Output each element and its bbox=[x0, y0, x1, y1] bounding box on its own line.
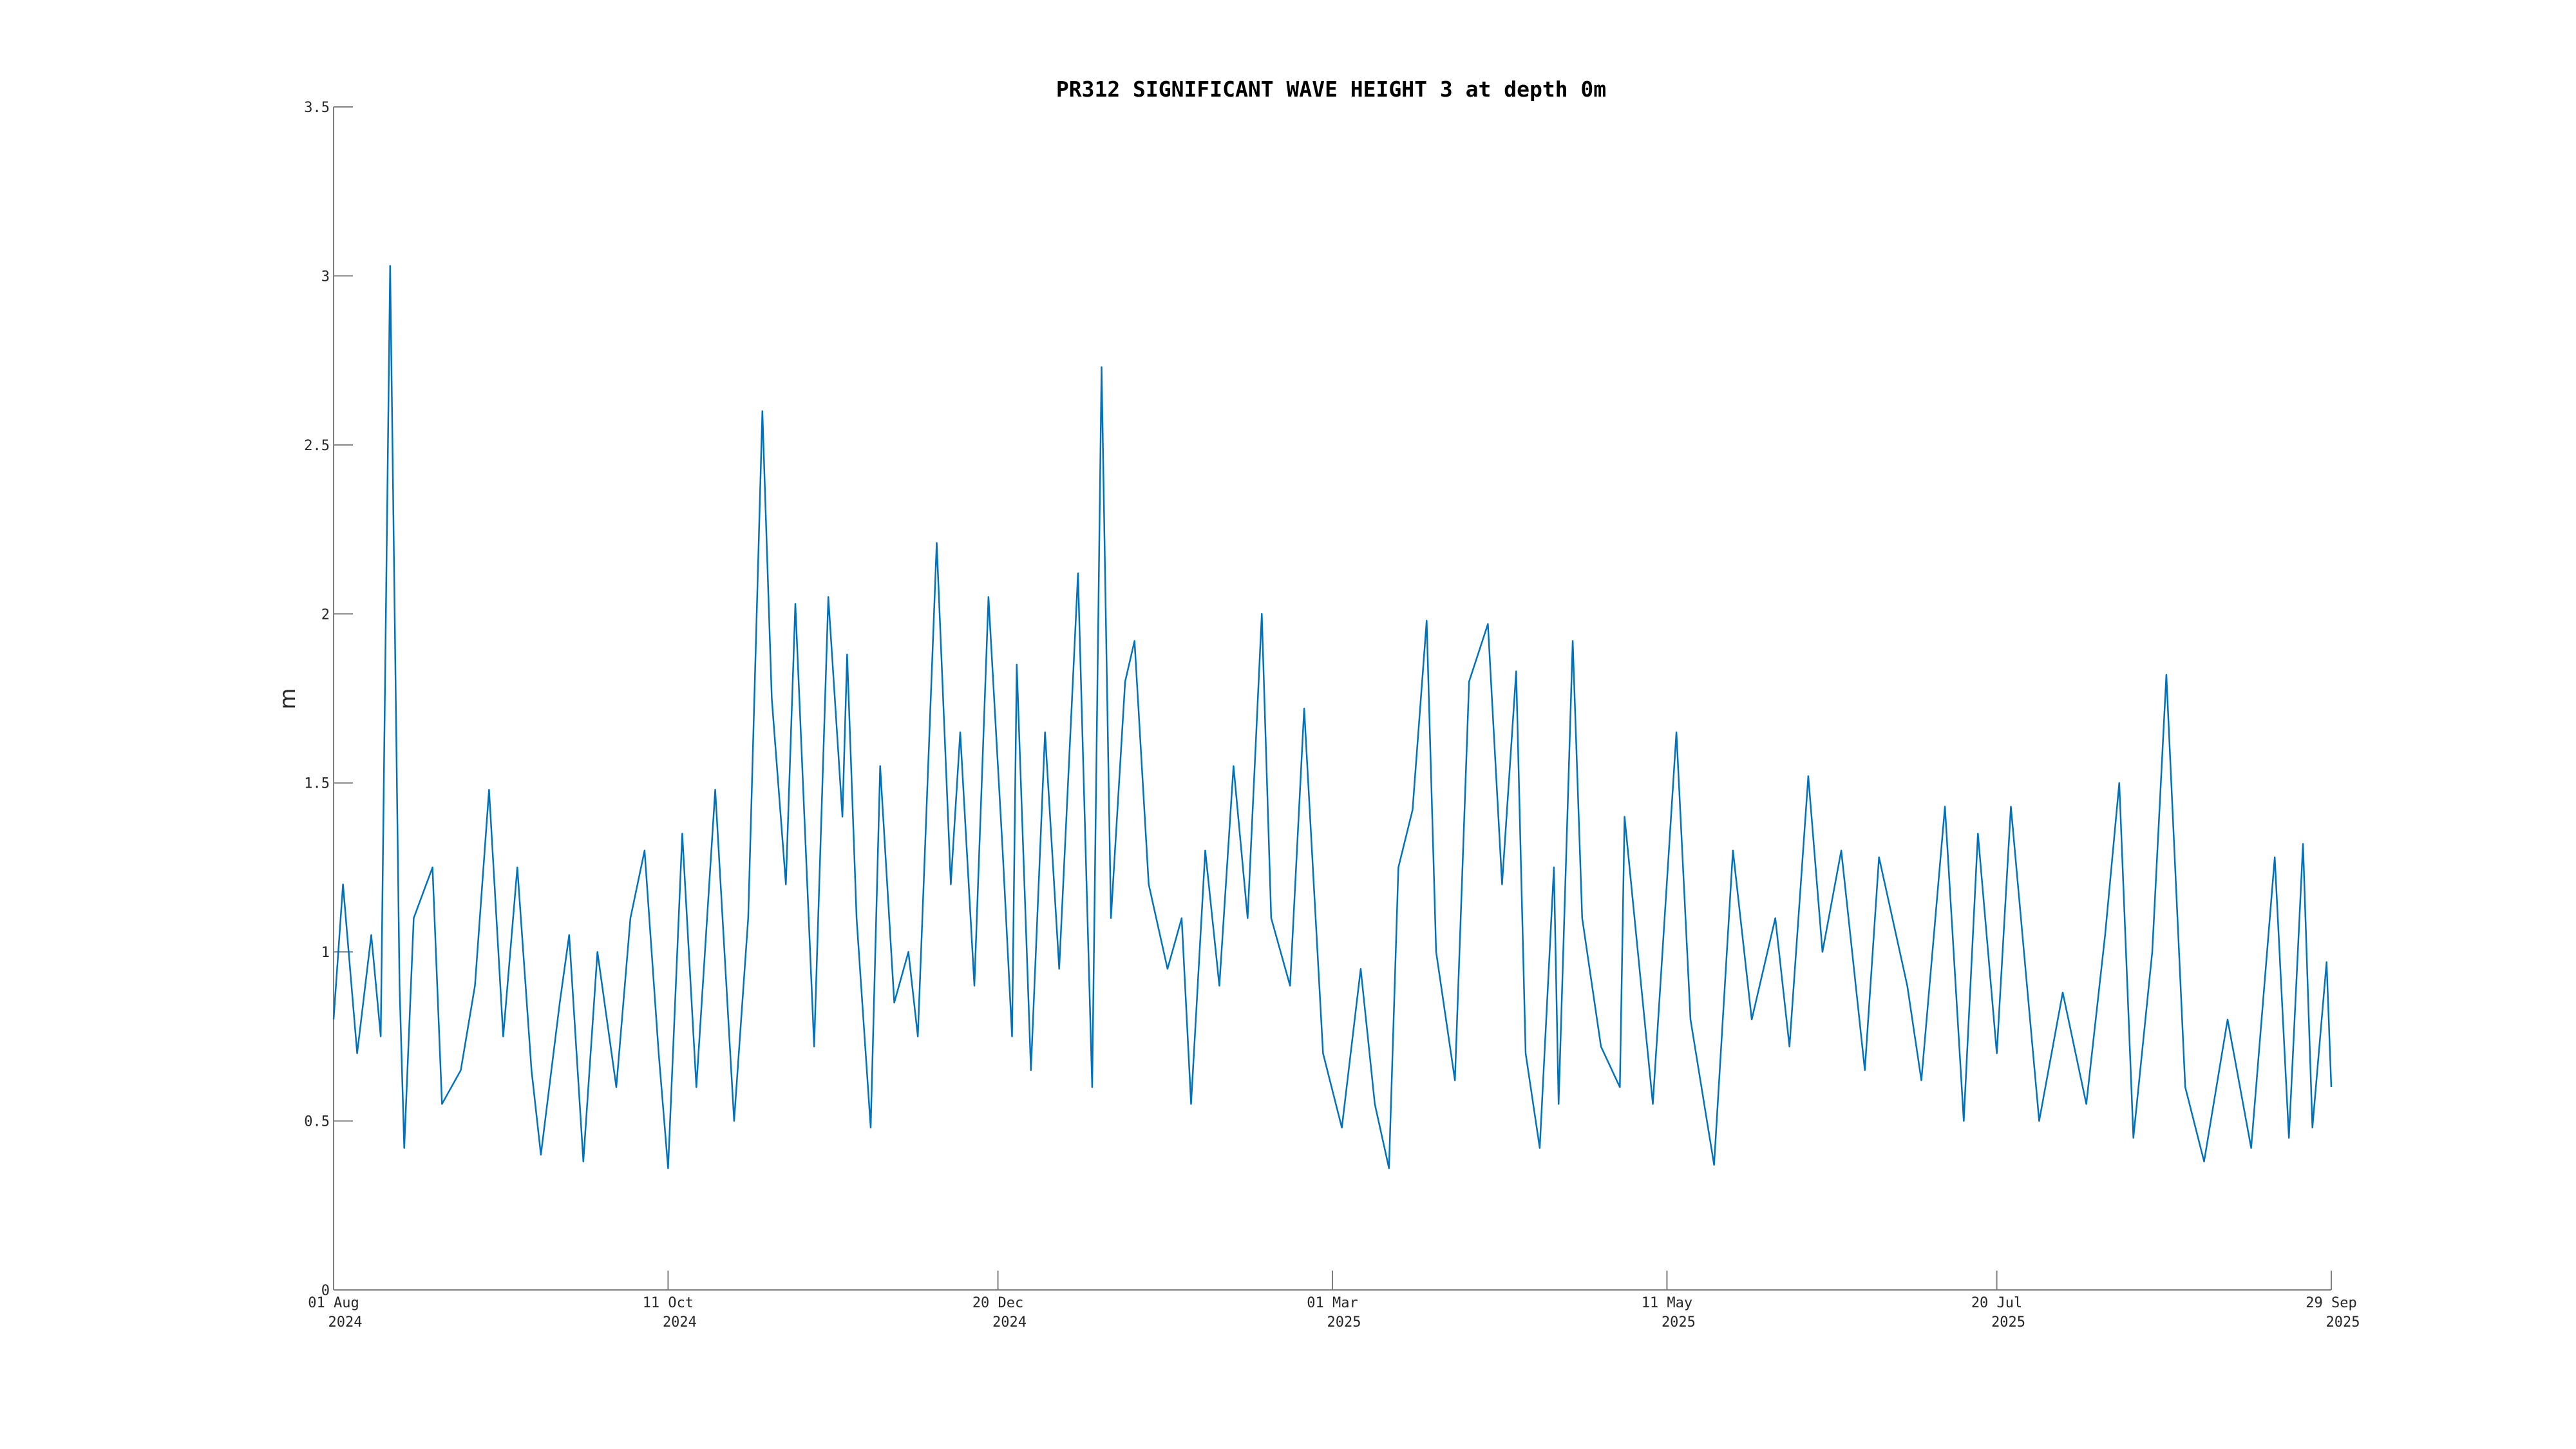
x-tick-label-line: 2025 bbox=[1327, 1314, 1361, 1331]
x-tick-label-line: 2024 bbox=[328, 1314, 363, 1331]
data-line bbox=[332, 265, 2333, 1170]
x-tick-label: 11 Oct 2024 bbox=[643, 1295, 697, 1331]
y-tick-label: 3 bbox=[321, 269, 330, 285]
chart-title: PR312 SIGNIFICANT WAVE HEIGHT 3 at depth… bbox=[1056, 77, 1606, 102]
x-tick-label: 20 Jul 2025 bbox=[1971, 1295, 2025, 1331]
y-tick-label: 2 bbox=[321, 607, 330, 623]
x-tick-label-line: 2025 bbox=[1991, 1314, 2025, 1331]
y-tick-label: 1 bbox=[321, 945, 330, 961]
x-tick-label-line: 29 Sep bbox=[2306, 1295, 2356, 1311]
y-tick-label: 0.5 bbox=[304, 1114, 330, 1130]
x-tick-label: 11 May 2025 bbox=[1642, 1295, 1696, 1331]
y-tick-label: 0 bbox=[321, 1283, 330, 1299]
x-tick-label-line: 2024 bbox=[663, 1314, 697, 1331]
x-tick-label: 20 Dec 2024 bbox=[972, 1295, 1027, 1331]
x-tick-label-line: 01 Mar bbox=[1307, 1295, 1358, 1311]
x-tick-label-line: 2024 bbox=[992, 1314, 1027, 1331]
x-tick-label-line: 01 Aug bbox=[308, 1295, 359, 1311]
x-tick-label-line: 11 May bbox=[1642, 1295, 1692, 1311]
x-tick-label-line: 2025 bbox=[2326, 1314, 2360, 1331]
x-tick-label-line: 20 Dec bbox=[972, 1295, 1023, 1311]
x-tick-label: 29 Sep 2025 bbox=[2306, 1295, 2360, 1331]
x-tick-label-line: 2025 bbox=[1662, 1314, 1696, 1331]
y-tick-label: 2.5 bbox=[304, 438, 330, 454]
x-tick-label-line: 20 Jul bbox=[1971, 1295, 2022, 1311]
y-tick-label: 1.5 bbox=[304, 776, 330, 792]
x-tick-label: 01 Aug 2024 bbox=[308, 1295, 362, 1331]
y-axis-label: m bbox=[275, 688, 301, 709]
x-tick-label: 01 Mar 2025 bbox=[1307, 1295, 1361, 1331]
y-tick-label: 3.5 bbox=[304, 100, 330, 116]
x-tick-label-line: 11 Oct bbox=[643, 1295, 694, 1311]
